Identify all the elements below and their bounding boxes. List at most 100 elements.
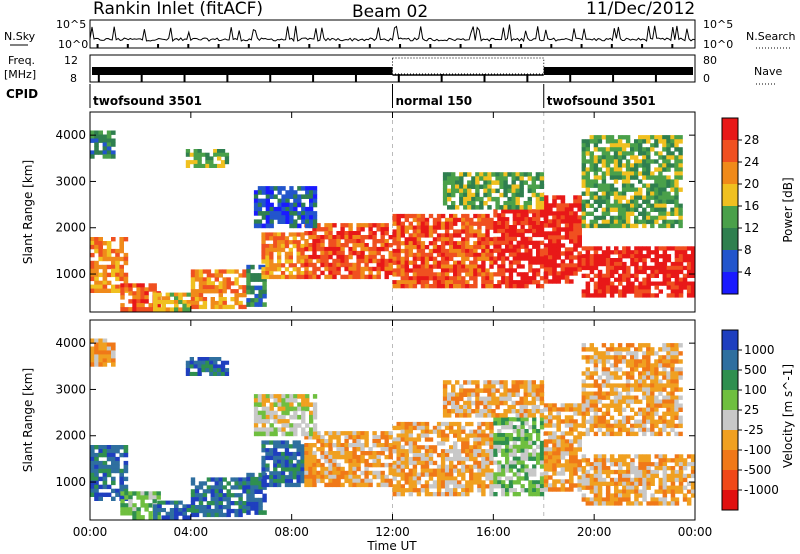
heatmap-cell (94, 241, 99, 246)
heatmap-cell (690, 485, 696, 490)
heatmap-cell (444, 284, 450, 289)
heatmap-cell (340, 258, 345, 264)
heatmap-cell (609, 355, 615, 360)
heatmap-cell (301, 414, 306, 420)
heatmap-cell (613, 423, 619, 429)
heatmap-cell (457, 268, 462, 273)
heatmap-cell (119, 248, 124, 254)
heatmap-cell (690, 250, 696, 255)
heatmap-cell (654, 207, 659, 212)
heatmap-cell (674, 155, 679, 160)
heatmap-cell (682, 462, 688, 467)
heatmap-cell (658, 187, 663, 192)
heatmap-cell (662, 183, 667, 188)
heatmap-cell (169, 515, 175, 520)
heatmap-cell (404, 284, 409, 289)
heatmap-cell (376, 258, 381, 264)
heatmap-cell (336, 451, 341, 456)
heatmap-cell (210, 485, 215, 490)
heatmap-cell (312, 454, 317, 460)
heatmap-cell (630, 163, 635, 168)
heatmap-cell (106, 154, 112, 159)
heatmap-cell (457, 449, 462, 454)
heatmap-cell (593, 207, 599, 212)
heatmap-cell (269, 255, 274, 260)
heatmap-cell (528, 456, 533, 461)
heatmap-cell (609, 281, 615, 286)
heatmap-cell (340, 246, 345, 252)
heatmap-cell (585, 139, 590, 144)
heatmap-cell (98, 284, 103, 289)
heatmap-cell (352, 458, 357, 464)
heatmap-cell (324, 431, 329, 436)
heatmap-cell (432, 492, 438, 497)
heatmap-cell (384, 435, 389, 440)
heatmap-cell (218, 269, 223, 274)
heatmap-cell (548, 407, 553, 412)
heatmap-cell (469, 480, 474, 485)
data-region (190, 477, 247, 518)
heatmap-cell (124, 507, 129, 512)
heatmap-cell (662, 175, 667, 180)
heatmap-cell (528, 225, 533, 230)
heatmap-cell (528, 440, 533, 446)
heatmap-cell (98, 346, 103, 351)
heatmap-cell (495, 396, 500, 402)
heatmap-cell (532, 464, 537, 469)
heatmap-cell (396, 256, 401, 261)
heatmap-cell (392, 468, 397, 473)
heatmap-cell (461, 484, 466, 489)
heatmap-cell (388, 431, 393, 436)
heatmap-cell (674, 454, 680, 459)
heatmap-cell (666, 254, 672, 259)
heatmap-cell (206, 485, 212, 490)
heatmap-cell (213, 368, 218, 373)
heatmap-cell (123, 468, 129, 474)
heatmap-cell (564, 423, 570, 428)
heatmap-cell (148, 511, 153, 516)
heatmap-cell (621, 419, 627, 424)
heatmap-cell (119, 276, 124, 282)
heatmap-cell (380, 254, 385, 260)
heatmap-cell (523, 413, 528, 418)
heatmap-cell (94, 268, 99, 274)
heatmap-cell (202, 289, 208, 294)
heatmap-cell (300, 274, 305, 280)
heatmap-cell (630, 155, 635, 160)
heatmap-cell (589, 485, 595, 490)
heatmap-cell (463, 400, 468, 406)
heatmap-cell (527, 188, 532, 194)
heatmap-cell (674, 501, 680, 506)
heatmap-cell (432, 260, 438, 265)
heatmap-cell (625, 395, 631, 400)
heatmap-cell (621, 151, 627, 156)
heatmap-cell (469, 225, 474, 230)
heatmap-cell (622, 246, 627, 251)
heatmap-cell (621, 155, 627, 160)
heatmap-cell (273, 482, 278, 488)
heatmap-cell (609, 363, 615, 368)
heatmap-cell (165, 300, 171, 305)
heatmap-cell (507, 196, 512, 202)
heatmap-cell (273, 274, 278, 280)
heatmap-cell (312, 466, 317, 472)
heatmap-cell (465, 256, 470, 261)
heatmap-cell (666, 281, 672, 286)
heatmap-cell (265, 410, 270, 416)
data-region (190, 269, 247, 310)
heatmap-cell (376, 262, 381, 268)
heatmap-cell (621, 171, 627, 176)
heatmap-cell (585, 143, 590, 148)
heatmap-cell (508, 225, 514, 230)
heatmap-cell (690, 489, 696, 494)
heatmap-cell (453, 272, 458, 277)
heatmap-cell (368, 266, 373, 272)
heatmap-cell (451, 396, 456, 402)
data-region (581, 454, 696, 506)
heatmap-cell (535, 205, 541, 210)
heatmap-cell (178, 300, 183, 305)
heatmap-cell (630, 258, 635, 263)
y-tick-label: 1000 (55, 267, 86, 281)
heatmap-cell (153, 300, 158, 305)
heatmap-cell (581, 493, 587, 498)
